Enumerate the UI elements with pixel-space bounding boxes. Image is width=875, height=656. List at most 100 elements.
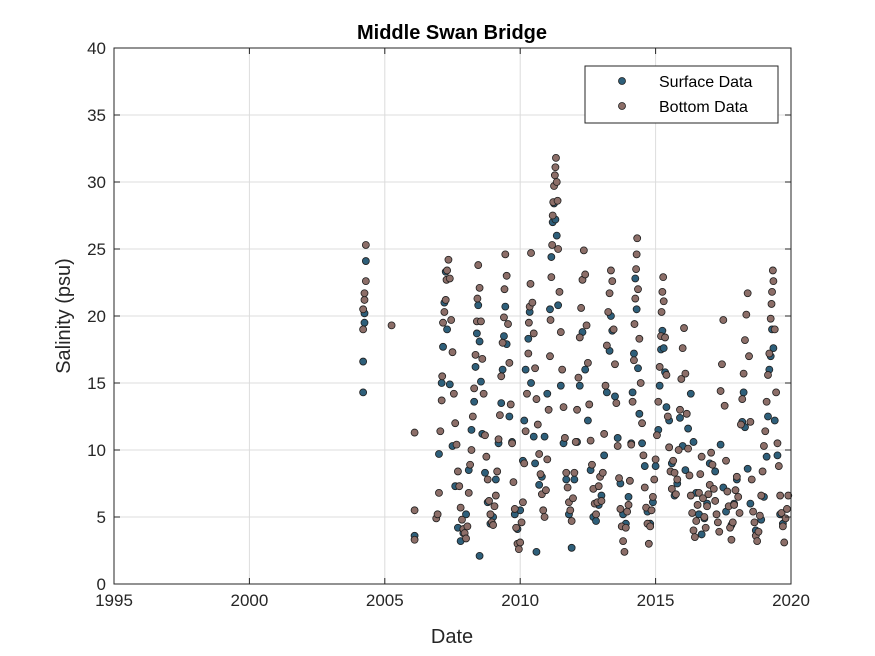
bottom-data-point (440, 308, 449, 316)
surface-data-point (711, 467, 720, 476)
bottom-data-point (713, 518, 722, 527)
bottom-data-point (506, 400, 515, 409)
bottom-data-point (601, 381, 610, 390)
surface-data-point (462, 510, 470, 519)
surface-data-point (359, 388, 368, 397)
bottom-data-point (556, 328, 565, 336)
bottom-data-point (638, 419, 646, 428)
surface-data-point (546, 305, 554, 314)
bottom-data-point (662, 371, 671, 379)
bottom-data-point (720, 401, 729, 410)
surface-data-point (547, 253, 556, 261)
bottom-data-point (632, 250, 641, 259)
x-axis-title: Date (431, 626, 473, 648)
bottom-data-point (546, 352, 554, 361)
bottom-data-point (635, 334, 644, 343)
bottom-data-point (611, 360, 619, 369)
bottom-data-point (359, 325, 368, 334)
bottom-data-point (615, 474, 623, 483)
bottom-data-point (463, 522, 472, 531)
surface-data-point (439, 342, 447, 351)
bottom-data-point (562, 468, 571, 477)
bottom-data-point (359, 305, 368, 314)
surface-data-point (764, 412, 772, 421)
bottom-data-point (468, 412, 477, 421)
surface-data-point (592, 517, 600, 525)
bottom-data-point (632, 265, 641, 274)
bottom-data-point (481, 431, 489, 440)
bottom-data-point (722, 456, 730, 465)
bottom-data-point (648, 492, 657, 501)
bottom-data-point (493, 467, 502, 476)
surface-data-point (500, 332, 508, 341)
y-tick-label: 25 (87, 240, 106, 259)
bottom-data-point (495, 411, 504, 420)
bottom-data-point (588, 460, 596, 469)
bottom-data-point (631, 294, 640, 303)
bottom-data-point (581, 270, 590, 279)
x-tick-label: 1995 (95, 591, 133, 610)
bottom-data-point (529, 329, 538, 338)
bottom-data-point (479, 389, 488, 398)
x-tick-label: 2000 (230, 591, 268, 610)
bottom-data-point (524, 318, 533, 327)
bottom-data-point (579, 246, 588, 255)
bottom-data-point (681, 369, 690, 378)
bottom-data-point (616, 505, 625, 513)
bottom-data-point (574, 373, 583, 382)
bottom-data-point (674, 446, 683, 454)
surface-data-point (743, 464, 752, 473)
surface-data-point (471, 363, 480, 371)
bottom-data-point (743, 289, 752, 298)
bottom-data-point (445, 274, 454, 283)
bottom-data-point (512, 523, 521, 532)
surface-data-point (638, 439, 646, 448)
surface-data-point (475, 337, 484, 346)
x-tick-label: 2015 (637, 591, 675, 610)
surface-data-point (635, 409, 644, 418)
bottom-data-point (514, 545, 523, 554)
bottom-data-point (716, 387, 725, 395)
bottom-data-point (542, 486, 550, 495)
bottom-data-point (677, 375, 686, 383)
bottom-data-point (754, 527, 763, 536)
bottom-data-point (732, 472, 741, 481)
bottom-data-point (762, 397, 771, 406)
bottom-data-point (548, 241, 557, 249)
surface-data-point (739, 388, 748, 397)
bottom-data-point (678, 344, 687, 353)
bottom-data-point (573, 405, 581, 414)
surface-data-point (762, 452, 771, 461)
bottom-data-point (613, 442, 622, 450)
chart-title: Middle Swan Bridge (357, 22, 547, 44)
surface-data-point (632, 305, 641, 314)
bottom-data-point (540, 513, 549, 521)
surface-data-point (531, 459, 539, 468)
surface-data-point (556, 381, 565, 390)
bottom-data-point (600, 430, 609, 438)
bottom-data-point (769, 277, 778, 286)
surface-data-point (521, 365, 530, 374)
bottom-data-point (594, 482, 603, 491)
surface-data-point (681, 466, 690, 475)
bottom-data-point (467, 446, 476, 454)
bottom-data-point (554, 245, 563, 253)
bottom-data-point (505, 358, 514, 367)
bottom-data-point (767, 300, 776, 308)
bottom-data-point (509, 478, 518, 487)
bottom-data-point (709, 484, 718, 493)
bottom-data-point (563, 483, 572, 492)
bottom-data-point (360, 289, 369, 298)
y-tick-label: 30 (87, 173, 106, 192)
bottom-data-point (559, 403, 568, 412)
bottom-data-point (758, 467, 767, 476)
bottom-data-point (517, 518, 526, 527)
bottom-data-point (477, 317, 485, 326)
legend-marker-surface (618, 77, 626, 85)
bottom-data-point (433, 510, 442, 519)
bottom-data-point (470, 384, 479, 393)
bottom-data-point (659, 273, 668, 282)
bottom-data-point (712, 510, 721, 519)
surface-data-point (543, 389, 552, 398)
bottom-data-point (644, 539, 653, 548)
